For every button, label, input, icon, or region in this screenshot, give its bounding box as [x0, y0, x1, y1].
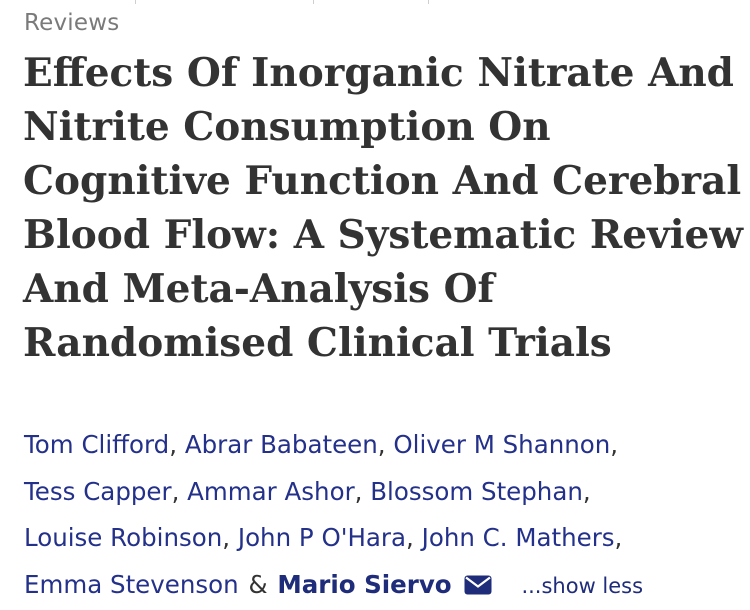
author-list: Tom Clifford, Abrar Babateen, Oliver M S…: [24, 430, 644, 599]
envelope-icon[interactable]: [464, 564, 492, 594]
author-link[interactable]: Tess Capper: [24, 476, 172, 506]
article-title: Effects Of Inorganic Nitrate And Nitrite…: [23, 50, 743, 366]
author-link[interactable]: Louise Robinson: [24, 523, 223, 552]
author-link[interactable]: Oliver M Shannon: [393, 430, 611, 459]
corresponding-author-link[interactable]: Mario Siervo: [277, 569, 452, 599]
ampersand: &: [248, 569, 268, 599]
show-less-toggle[interactable]: ...show less: [521, 573, 644, 598]
author-link[interactable]: John C. Mathers: [421, 523, 615, 552]
top-divider: [0, 0, 750, 6]
divider-tick: [135, 0, 136, 4]
divider-tick: [428, 0, 429, 4]
author-link[interactable]: Ammar Ashor: [187, 476, 355, 506]
author-link[interactable]: Tom Clifford: [24, 430, 170, 459]
author-link[interactable]: Blossom Stephan: [370, 476, 583, 506]
author-link[interactable]: Abrar Babateen: [184, 430, 378, 459]
divider-tick: [313, 0, 314, 4]
article-type-label: Reviews: [24, 10, 120, 36]
author-link[interactable]: John P O'Hara: [237, 523, 407, 552]
author-link[interactable]: Emma Stevenson: [24, 569, 239, 599]
